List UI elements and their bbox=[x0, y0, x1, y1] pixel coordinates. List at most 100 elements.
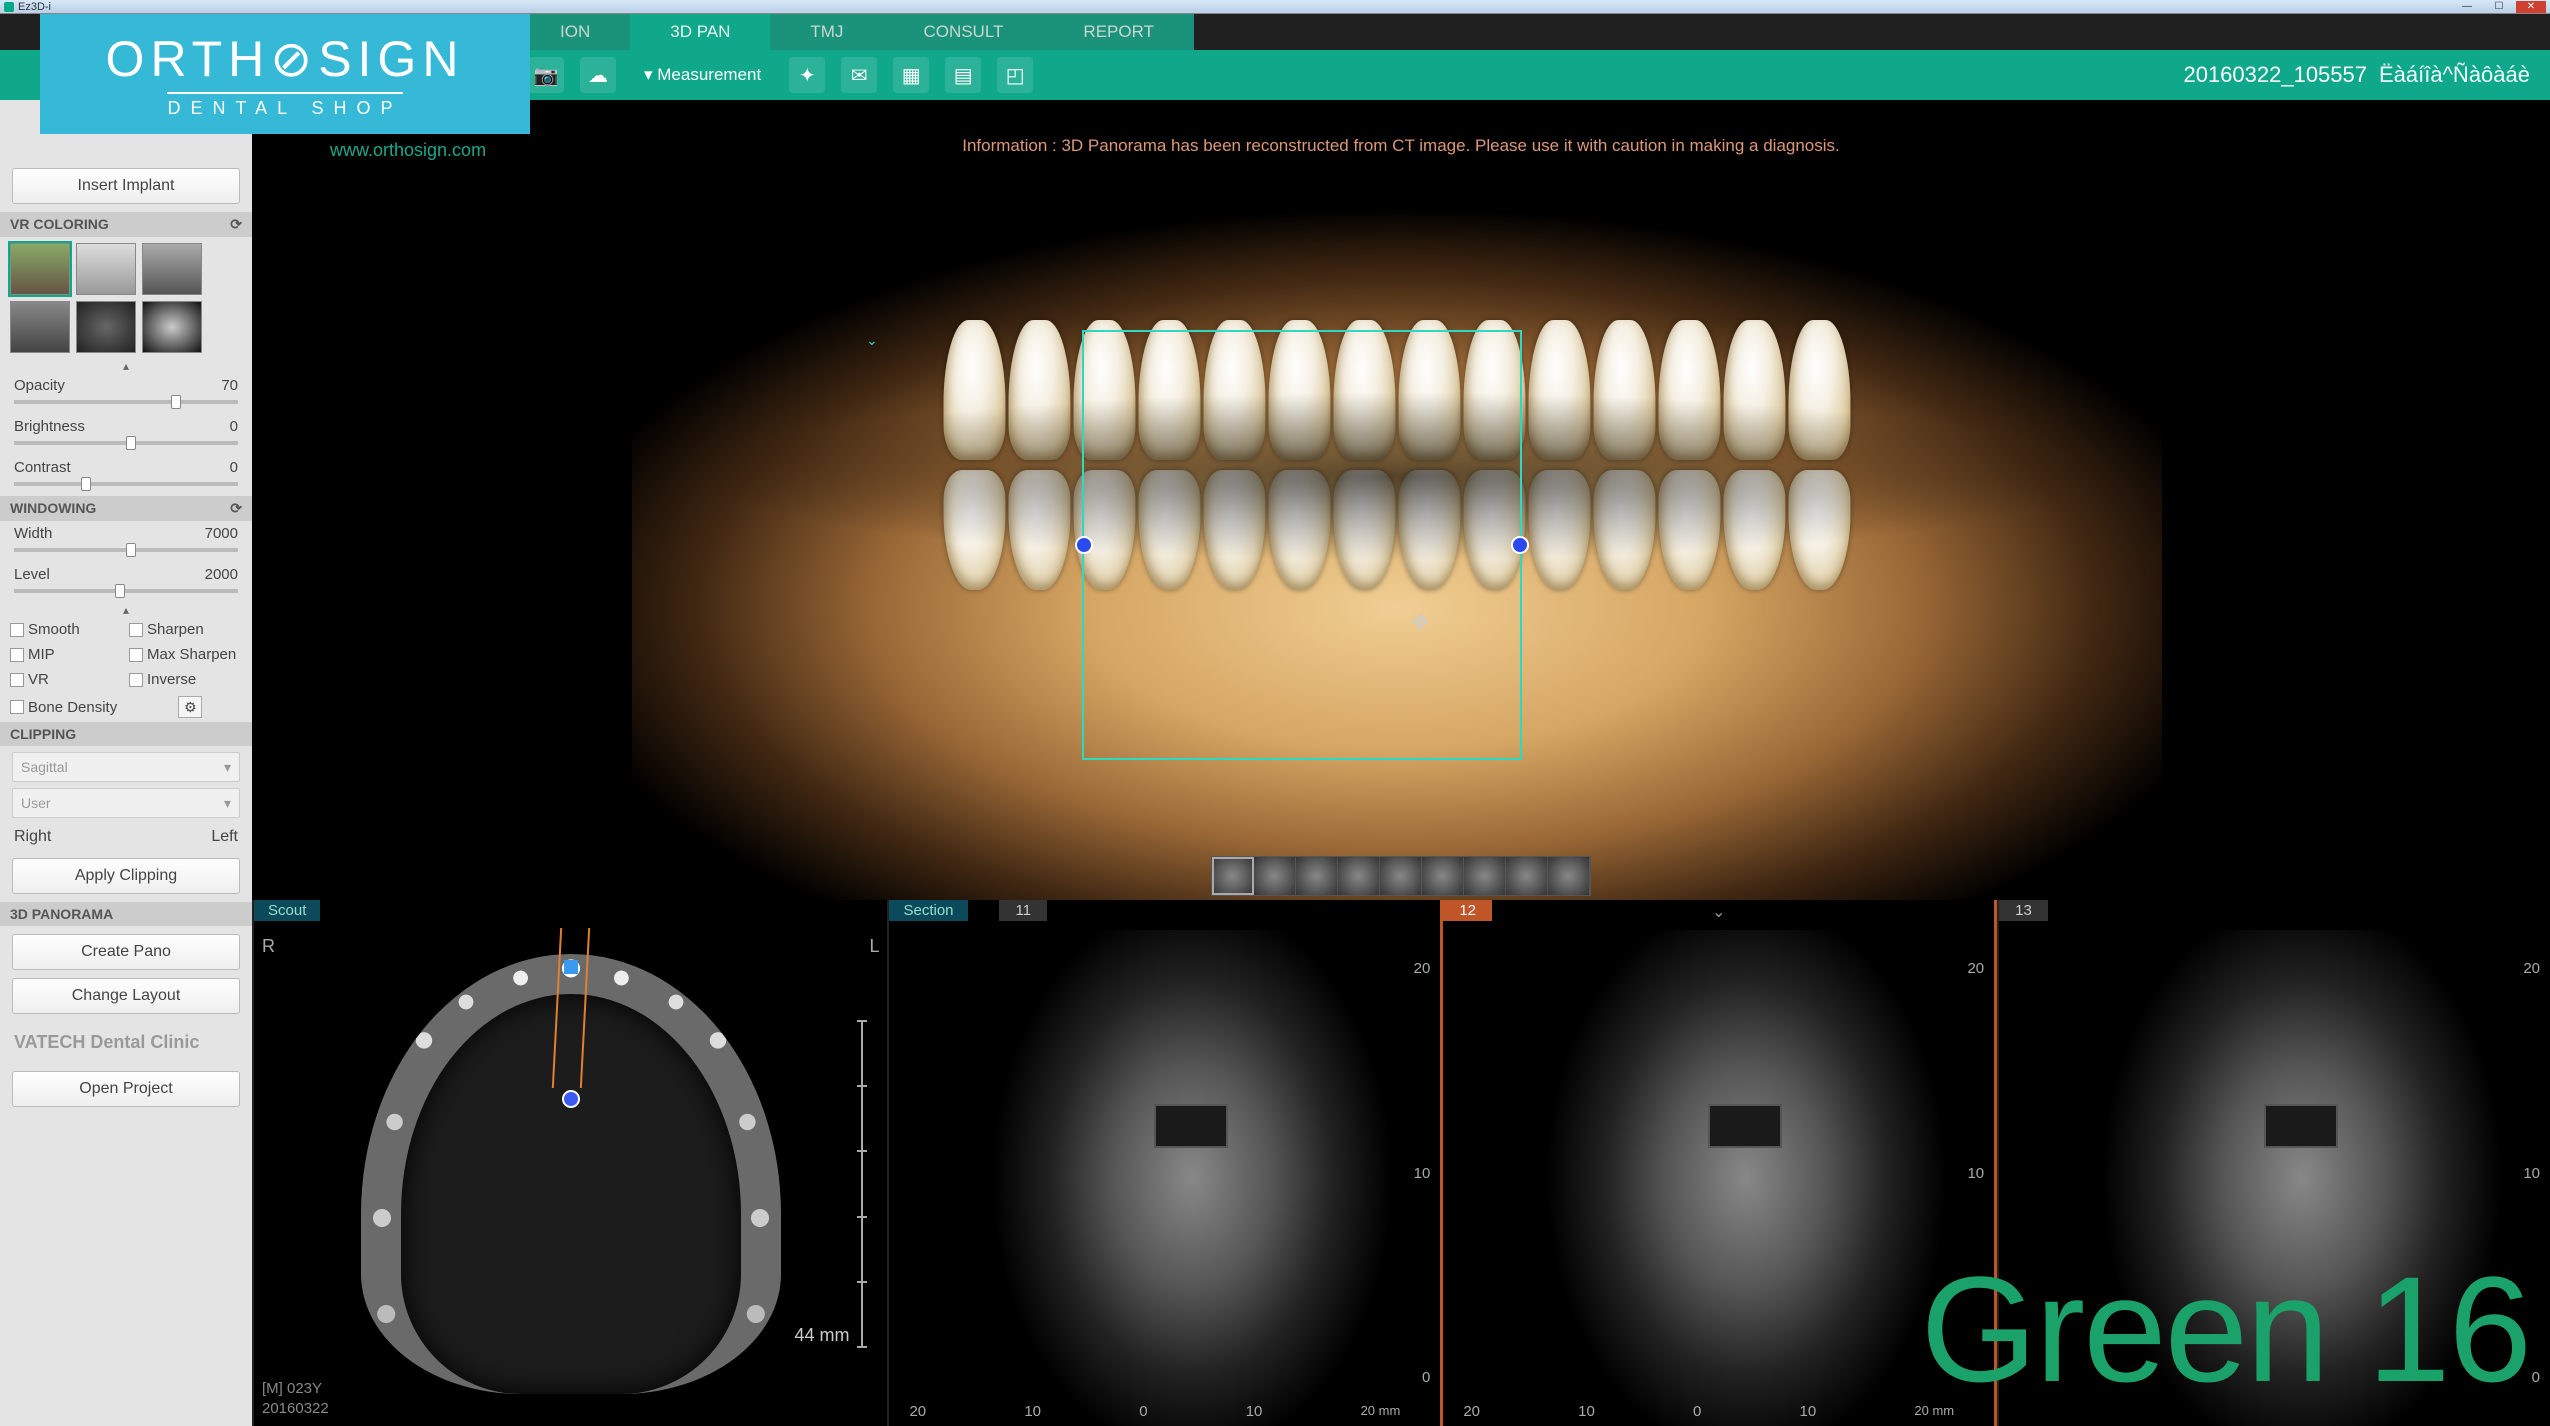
change-layout-button[interactable]: Change Layout bbox=[12, 978, 240, 1014]
tab-mpr[interactable]: ION bbox=[520, 14, 630, 50]
vr-presets bbox=[0, 237, 252, 359]
window-title: Ez3D-i bbox=[18, 1, 51, 13]
open-project-button[interactable]: Open Project bbox=[12, 1071, 240, 1107]
tab-tmj[interactable]: TMJ bbox=[770, 14, 883, 50]
tab-report[interactable]: REPORT bbox=[1043, 14, 1194, 50]
camera-icon[interactable]: 📷 bbox=[528, 57, 564, 93]
x-axis: 201001020 mm bbox=[909, 1403, 1400, 1420]
vr-preset-1[interactable] bbox=[10, 243, 70, 295]
scout-label: Scout bbox=[254, 900, 320, 921]
ct-slice bbox=[889, 930, 1440, 1426]
sharpen-checkbox[interactable]: Sharpen bbox=[129, 621, 242, 638]
scout-focus-point[interactable] bbox=[564, 960, 578, 974]
collapse-up-icon[interactable]: ▴ bbox=[0, 359, 252, 373]
windowing-header: WINDOWING ⟳ bbox=[0, 496, 252, 521]
mode-4[interactable] bbox=[1338, 857, 1380, 895]
vr-preset-5[interactable] bbox=[76, 301, 136, 353]
refresh-icon[interactable]: ⟳ bbox=[230, 216, 242, 233]
mode-7[interactable] bbox=[1464, 857, 1506, 895]
orient-R: R bbox=[262, 936, 275, 957]
mode-8[interactable] bbox=[1506, 857, 1548, 895]
contrast-slider[interactable] bbox=[14, 482, 238, 486]
clipping-user-select[interactable]: User▾ bbox=[12, 788, 240, 818]
vr-checkbox[interactable]: VR bbox=[10, 671, 123, 688]
share-icon[interactable]: ☁ bbox=[580, 57, 616, 93]
render-mode-strip bbox=[1211, 856, 1591, 896]
opacity-slider[interactable] bbox=[14, 400, 238, 404]
opacity-label: Opacity bbox=[14, 377, 65, 394]
level-slider[interactable] bbox=[14, 589, 238, 593]
width-slider[interactable] bbox=[14, 548, 238, 552]
scout-handle[interactable] bbox=[562, 1090, 580, 1108]
compass-icon[interactable]: ✦ bbox=[789, 57, 825, 93]
window-titlebar: Ez3D-i — ☐ ✕ bbox=[0, 0, 2550, 14]
clinic-name: VATECH Dental Clinic bbox=[0, 1022, 252, 1063]
clipping-label: CLIPPING bbox=[10, 726, 76, 742]
pano-canvas[interactable]: Information : 3D Panorama has been recon… bbox=[252, 130, 2550, 900]
apply-clipping-button[interactable]: Apply Clipping bbox=[12, 858, 240, 894]
patient-age: [M] 023Y bbox=[262, 1379, 329, 1399]
inverse-checkbox[interactable]: Inverse bbox=[129, 671, 242, 688]
clipping-plane-select[interactable]: Sagittal▾ bbox=[12, 752, 240, 782]
image-icon[interactable]: ▦ bbox=[893, 57, 929, 93]
ct-slice bbox=[1443, 930, 1994, 1426]
scout-panel[interactable]: Scout R L 44 mm [M] 023Y 20160322 bbox=[252, 900, 887, 1426]
tab-consult[interactable]: CONSULT bbox=[883, 14, 1043, 50]
orient-L: L bbox=[869, 936, 879, 957]
selection-box[interactable]: ⌄ bbox=[1082, 330, 1522, 760]
brightness-value: 0 bbox=[230, 418, 238, 435]
left-handle[interactable] bbox=[1075, 536, 1093, 554]
mode-5[interactable] bbox=[1380, 857, 1422, 895]
create-pano-button[interactable]: Create Pano bbox=[12, 934, 240, 970]
chevron-down-icon[interactable]: ⌄ bbox=[1712, 902, 1725, 922]
width-value: 7000 bbox=[205, 525, 238, 542]
mode-3[interactable] bbox=[1296, 857, 1338, 895]
envelope-icon[interactable]: ✉ bbox=[841, 57, 877, 93]
timestamp: 20160322_105557 bbox=[2183, 62, 2367, 88]
insert-implant-button[interactable]: Insert Implant bbox=[12, 168, 240, 204]
gear-icon[interactable]: ⚙ bbox=[178, 696, 202, 718]
vr-preset-4[interactable] bbox=[10, 301, 70, 353]
mip-checkbox[interactable]: MIP bbox=[10, 646, 123, 663]
bonedensity-checkbox[interactable]: Bone Density bbox=[10, 696, 172, 718]
y-axis: 20100 bbox=[1400, 960, 1430, 1386]
section-panel-12[interactable]: 12 ⌄ B L 20100 201001020 mm bbox=[1440, 900, 1997, 1426]
brightness-slider[interactable] bbox=[14, 441, 238, 445]
contrast-label: Contrast bbox=[14, 459, 71, 476]
mode-2[interactable] bbox=[1254, 857, 1296, 895]
section-number: 13 bbox=[1999, 900, 2048, 921]
grid-icon[interactable]: ▤ bbox=[945, 57, 981, 93]
brand-text: ORTH⊘SIGN bbox=[106, 30, 465, 88]
patient-name: Ëàáíîà^Ñàôàáè bbox=[2379, 62, 2530, 88]
window-minimize[interactable]: — bbox=[2452, 1, 2482, 13]
section-number: 12 bbox=[1443, 900, 1492, 921]
vr-preset-3[interactable] bbox=[142, 243, 202, 295]
cube-icon[interactable]: ◰ bbox=[997, 57, 1033, 93]
collapse-up-icon[interactable]: ▴ bbox=[0, 603, 252, 617]
sidebar: Insert Implant VR COLORING ⟳ ▴ Opacity 70… bbox=[0, 100, 252, 1426]
opacity-value: 70 bbox=[221, 377, 238, 394]
brand-logo: ORTH⊘SIGN DENTAL SHOP bbox=[40, 14, 530, 134]
refresh-icon[interactable]: ⟳ bbox=[230, 500, 242, 517]
scan-date: 20160322 bbox=[262, 1399, 329, 1419]
vr-coloring-header: VR COLORING ⟳ bbox=[0, 212, 252, 237]
vr-preset-6[interactable] bbox=[142, 301, 202, 353]
clipping-header: CLIPPING bbox=[0, 722, 252, 746]
scale-label: 44 mm bbox=[794, 1325, 849, 1346]
mode-9[interactable] bbox=[1548, 857, 1590, 895]
measurement-dropdown[interactable]: ▾ Measurement bbox=[644, 65, 761, 85]
top-handle-icon[interactable]: ⌄ bbox=[866, 332, 1302, 349]
section-panel-11[interactable]: Section 11 B L 20100 201001020 mm bbox=[887, 900, 1440, 1426]
window-close[interactable]: ✕ bbox=[2516, 1, 2546, 13]
smooth-checkbox[interactable]: Smooth bbox=[10, 621, 123, 638]
mode-1[interactable] bbox=[1212, 857, 1254, 895]
maxsharpen-checkbox[interactable]: Max Sharpen bbox=[129, 646, 242, 663]
move-cursor-icon: ✥ bbox=[1412, 610, 1429, 635]
level-value: 2000 bbox=[205, 566, 238, 583]
section-label: Section bbox=[889, 900, 967, 921]
tab-3dpan[interactable]: 3D PAN bbox=[630, 14, 770, 50]
vr-preset-2[interactable] bbox=[76, 243, 136, 295]
contrast-value: 0 bbox=[230, 459, 238, 476]
mode-6[interactable] bbox=[1422, 857, 1464, 895]
window-maximize[interactable]: ☐ bbox=[2484, 1, 2514, 13]
